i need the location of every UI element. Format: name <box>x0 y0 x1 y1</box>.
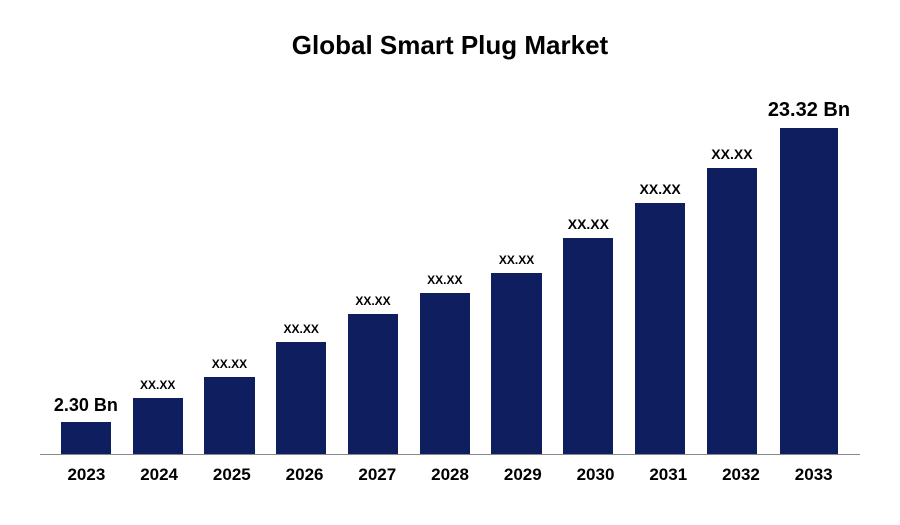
bar-group: XX.XX <box>552 91 624 454</box>
chart-title: Global Smart Plug Market <box>40 30 860 61</box>
bar <box>420 293 470 454</box>
bar-group: XX.XX <box>696 91 768 454</box>
bar <box>491 273 541 455</box>
x-axis-tick: 2030 <box>559 465 632 485</box>
plot-area: 2.30 Bn XX.XX XX.XX XX.XX XX.XX XX.XX XX.XX XX.… <box>40 91 860 455</box>
bar <box>204 377 254 454</box>
bar-group: XX.XX <box>122 91 194 454</box>
chart-container: Global Smart Plug Market 2.30 Bn XX.XX XX.… <box>0 0 900 525</box>
x-axis-tick: 2031 <box>632 465 705 485</box>
bar-group: XX.XX <box>337 91 409 454</box>
x-axis-tick: 2032 <box>705 465 778 485</box>
bar-value-label: 23.32 Bn <box>768 99 850 122</box>
x-axis: 2023202420252026202720282029203020312032… <box>40 455 860 485</box>
bar-value-label: 2.30 Bn <box>54 395 118 416</box>
x-axis-tick: 2024 <box>123 465 196 485</box>
x-axis-tick: 2027 <box>341 465 414 485</box>
bar-group: XX.XX <box>481 91 553 454</box>
x-axis-tick: 2023 <box>50 465 123 485</box>
x-axis-tick: 2026 <box>268 465 341 485</box>
bar <box>276 342 326 454</box>
bar-group: XX.XX <box>194 91 266 454</box>
bar-value-label: XX.XX <box>212 357 247 371</box>
bar <box>61 422 111 454</box>
x-axis-tick: 2029 <box>486 465 559 485</box>
bar-value-label: XX.XX <box>640 181 681 197</box>
bar <box>780 128 838 454</box>
bar-group: 2.30 Bn <box>50 91 122 454</box>
x-axis-tick: 2025 <box>195 465 268 485</box>
bar <box>563 238 613 454</box>
bar-group: XX.XX <box>624 91 696 454</box>
x-axis-tick: 2033 <box>777 465 850 485</box>
bar-group: 23.32 Bn <box>768 91 850 454</box>
bar-value-label: XX.XX <box>568 216 609 232</box>
bar <box>635 203 685 454</box>
bar-value-label: XX.XX <box>499 253 534 267</box>
bar <box>133 398 183 454</box>
bar-value-label: XX.XX <box>140 378 175 392</box>
bar-value-label: XX.XX <box>284 322 319 336</box>
x-axis-tick: 2028 <box>414 465 487 485</box>
bar-group: XX.XX <box>265 91 337 454</box>
bar-group: XX.XX <box>409 91 481 454</box>
bar-value-label: XX.XX <box>355 294 390 308</box>
bar <box>348 314 398 454</box>
bar-value-label: XX.XX <box>427 273 462 287</box>
bar <box>707 168 757 454</box>
bar-value-label: XX.XX <box>711 146 752 162</box>
